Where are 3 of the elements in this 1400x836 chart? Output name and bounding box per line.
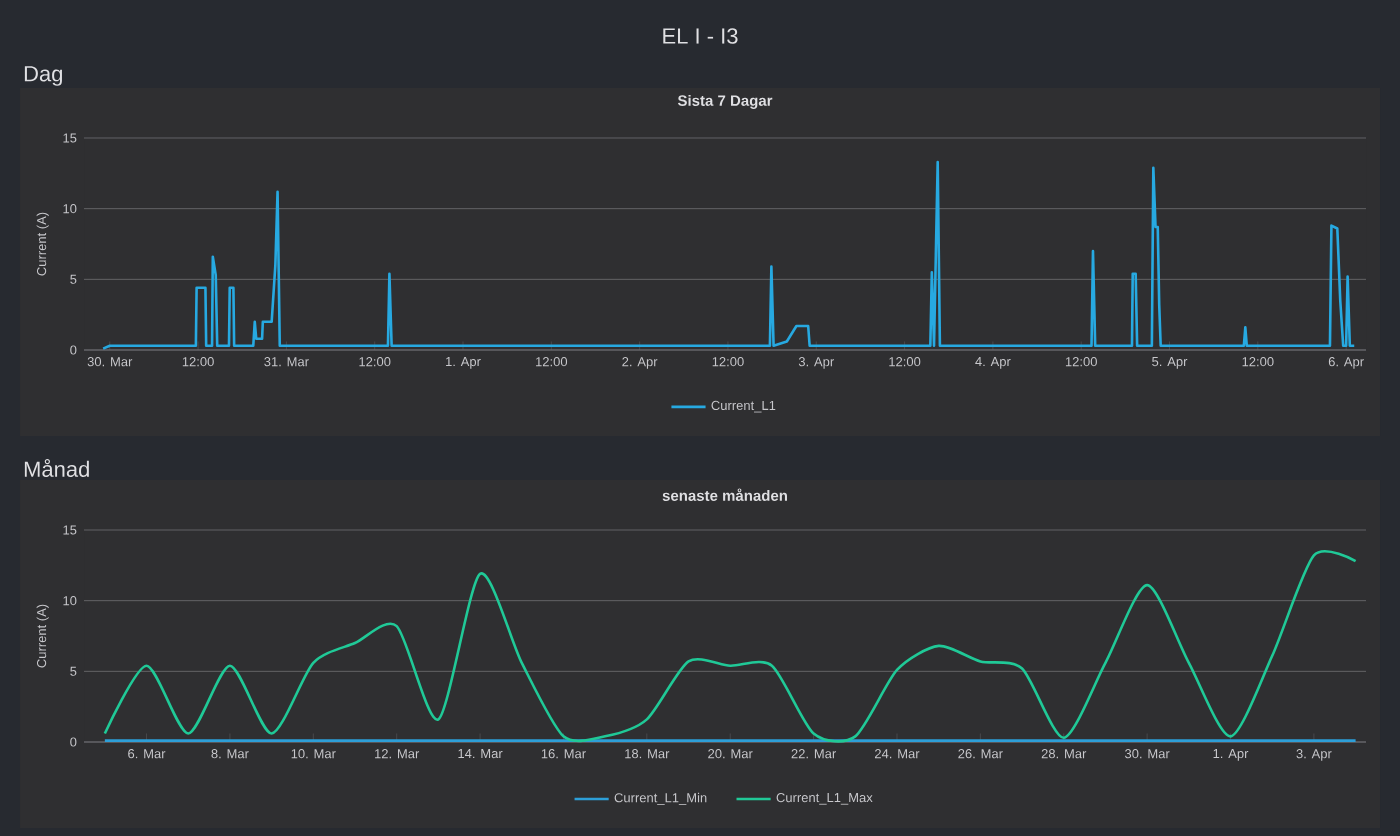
text: Dag [24,66,63,86]
text: Månad [24,459,89,477]
text: EL I - I3 [663,28,738,44]
